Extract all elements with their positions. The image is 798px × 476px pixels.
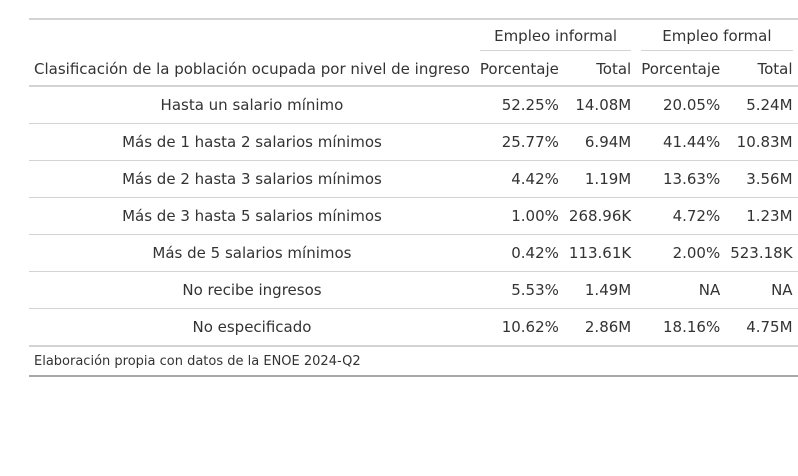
cell-formal-porcentaje: NA [636,271,726,309]
cell-formal-porcentaje: 18.16% [636,308,726,346]
table-row: Más de 2 hasta 3 salarios mínimos 4.42% … [29,160,798,198]
cell-informal-porcentaje: 0.42% [474,234,564,272]
row-label: Más de 1 hasta 2 salarios mínimos [29,123,475,161]
col-header-formal-porcentaje: Porcentaje [636,53,726,87]
cell-formal-total: NA [725,271,798,309]
row-label: Hasta un salario mínimo [160,96,344,114]
cell-informal-total: 1.19M [563,160,637,198]
cell-formal-porcentaje: 4.72% [636,197,726,235]
cell-informal-porcentaje: 25.77% [474,123,564,161]
cell-formal-porcentaje: 41.44% [636,123,726,161]
cell-informal-porcentaje: 52.25% [501,96,559,114]
cell-formal-porcentaje: 2.00% [636,234,726,272]
spanner-informal-label: Empleo informal [479,27,632,51]
spanner-empty [29,19,475,53]
cell-formal-total: 523.18K [725,234,798,272]
row-label: Más de 2 hasta 3 salarios mínimos [29,160,475,198]
cell-informal-total: 113.61K [563,234,637,272]
cell-formal-total: 3.56M [725,160,798,198]
stub-header: Clasificación de la población ocupada po… [29,53,475,87]
cell-informal-total: 14.08M [575,96,632,114]
row-label: Más de 5 salarios mínimos [29,234,475,272]
row-label: No recibe ingresos [29,271,475,309]
cell-formal-porcentaje: 20.05% [663,96,721,114]
col-header-informal-porcentaje: Porcentaje [474,53,564,87]
row-label: No especificado [29,308,475,346]
cell-formal-total: 10.83M [725,123,798,161]
cell-informal-porcentaje: 5.53% [474,271,564,309]
table-row: Más de 5 salarios mínimos 0.42% 113.61K … [29,234,798,272]
spanner-formal-label: Empleo formal [641,27,793,51]
cell-informal-total: 268.96K [563,197,637,235]
cell-formal-total: 1.23M [725,197,798,235]
cell-formal-total: 4.75M [725,308,798,346]
table-row: Hasta un salario mínimo 52.25% 14.08M 20… [29,86,798,124]
table-row: No recibe ingresos 5.53% 1.49M NA NA [29,271,798,309]
col-header-formal-total: Total [725,53,798,87]
cell-informal-total: 6.94M [563,123,637,161]
col-header-informal-total: Total [563,53,637,87]
cell-formal-porcentaje: 13.63% [636,160,726,198]
cell-formal-total: 5.24M [746,96,793,114]
spanner-row: Empleo informal Empleo formal [29,19,798,53]
cell-informal-total: 2.86M [563,308,637,346]
cell-informal-porcentaje: 10.62% [474,308,564,346]
column-header-row: Clasificación de la población ocupada po… [29,53,798,87]
spanner-formal: Empleo formal [636,19,797,53]
table-row: No especificado 10.62% 2.86M 18.16% 4.75… [29,308,798,346]
table-container: Empleo informal Empleo formal Clasificac… [29,18,798,377]
table-row: Más de 1 hasta 2 salarios mínimos 25.77%… [29,123,798,161]
cell-informal-porcentaje: 1.00% [474,197,564,235]
income-table: Empleo informal Empleo formal Clasificac… [29,18,798,377]
row-label: Más de 3 hasta 5 salarios mínimos [29,197,475,235]
source-note-row: Elaboración propia con datos de la ENOE … [29,345,798,376]
cell-informal-porcentaje: 4.42% [474,160,564,198]
source-note: Elaboración propia con datos de la ENOE … [29,345,798,376]
table-row: Más de 3 hasta 5 salarios mínimos 1.00% … [29,197,798,235]
cell-informal-total: 1.49M [563,271,637,309]
spanner-informal: Empleo informal [475,19,636,53]
